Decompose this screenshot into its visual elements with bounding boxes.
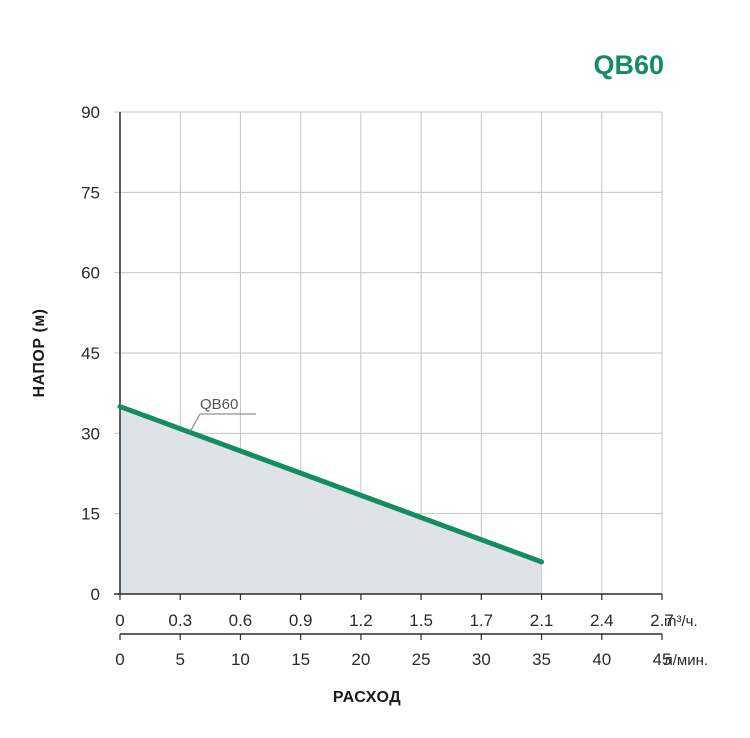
x-tick-label-secondary: 0 (115, 650, 124, 669)
y-tick-labels: 0 15 30 45 60 75 90 (81, 103, 100, 604)
series-area-fill (120, 406, 542, 594)
x-tick-label-secondary: 20 (351, 650, 370, 669)
x-tick-label-primary: 0 (115, 611, 124, 630)
x-axis-title: РАСХОД (333, 689, 401, 706)
y-tick-label: 45 (81, 344, 100, 363)
x-tick-label-primary: 1.2 (349, 611, 373, 630)
y-tick-label: 30 (81, 424, 100, 443)
x-tick-label-primary: 2.1 (530, 611, 554, 630)
x-tick-label-secondary: 15 (291, 650, 310, 669)
y-tick-label: 0 (91, 585, 100, 604)
x-tick-label-primary: 1.7 (470, 611, 494, 630)
x-tick-label-primary: 0.3 (168, 611, 192, 630)
x-tick-label-secondary: 35 (532, 650, 551, 669)
y-tick-label: 90 (81, 103, 100, 122)
x-tick-label-secondary: 10 (231, 650, 250, 669)
grid-lines (114, 111, 663, 595)
series-label-qb60: QB60 (200, 396, 238, 413)
x-tick-label-primary: 0.6 (229, 611, 253, 630)
series-label-leader (189, 413, 201, 433)
y-axis-title: НАПОР (м) (31, 309, 48, 398)
x-tick-label-secondary: 25 (412, 650, 431, 669)
y-tick-label: 60 (81, 264, 100, 283)
x-tick-label-secondary: 30 (472, 650, 491, 669)
x-tick-label-primary: 0.9 (289, 611, 313, 630)
chart-title: QB60 (593, 50, 664, 80)
x-tick-labels-secondary: 0 5 10 15 20 25 30 35 40 45 (115, 634, 671, 669)
x-tick-label-primary: 2.7 (650, 611, 674, 630)
x-tick-label-secondary: 40 (592, 650, 611, 669)
x-tick-label-secondary: 45 (653, 650, 672, 669)
y-tick-label: 15 (81, 505, 100, 524)
x-axis-unit-primary: m³/ч. (664, 613, 698, 630)
x-tick-label-primary: 2.4 (590, 611, 614, 630)
x-axis-unit-secondary: л/мин. (664, 652, 708, 669)
y-tick-label: 75 (81, 183, 100, 202)
x-tick-label-secondary: 5 (175, 650, 184, 669)
x-tick-labels-primary: 0 0.3 0.6 0.9 1.2 1.5 1.7 2.1 2.4 2.7 (115, 594, 674, 630)
x-tick-label-primary: 1.5 (409, 611, 433, 630)
